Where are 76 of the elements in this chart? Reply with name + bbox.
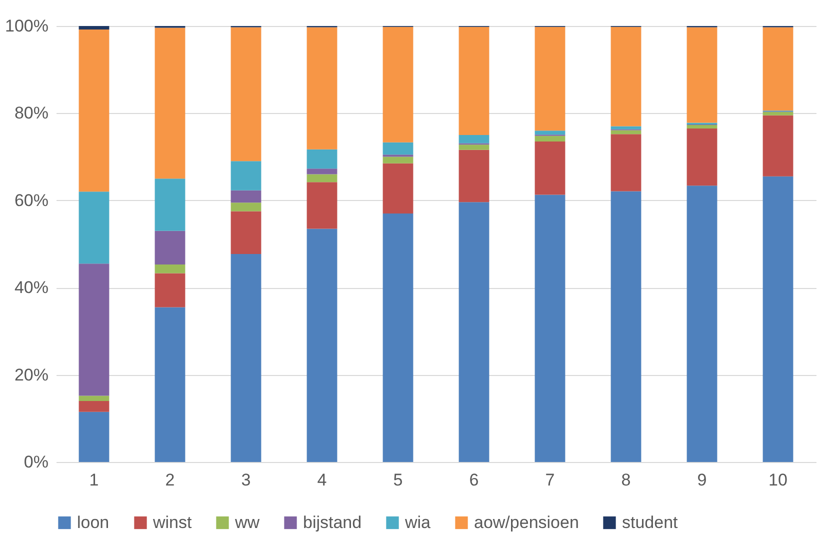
x-tick-label: 4 — [317, 470, 327, 490]
x-tick-label: 1 — [89, 470, 99, 490]
bar — [382, 163, 414, 214]
bar — [78, 264, 110, 396]
bar — [458, 135, 490, 144]
bar — [686, 128, 718, 186]
bar — [78, 400, 110, 412]
bar — [762, 112, 794, 116]
bar — [154, 273, 186, 308]
bar — [230, 211, 262, 254]
bar — [230, 27, 262, 162]
x-tick-label: 6 — [469, 470, 479, 490]
bar — [534, 142, 566, 195]
bar — [382, 26, 414, 142]
y-tick-label: 20% — [14, 365, 48, 384]
bar — [610, 134, 642, 192]
bar — [458, 150, 490, 202]
bar — [230, 190, 262, 203]
bar — [686, 186, 718, 462]
bar — [458, 26, 490, 135]
bar — [306, 149, 338, 169]
bar — [534, 130, 566, 135]
bar — [78, 26, 110, 30]
legend-label: student — [622, 512, 678, 532]
bar — [78, 412, 110, 462]
bar — [534, 26, 566, 131]
bar — [762, 115, 794, 176]
bar — [610, 130, 642, 134]
bar — [458, 144, 490, 150]
bar — [382, 156, 414, 164]
legend-label: bijstand — [303, 512, 362, 532]
bar — [230, 254, 262, 462]
bar — [382, 213, 414, 462]
bar — [154, 264, 186, 274]
bar — [78, 29, 110, 192]
bar — [306, 182, 338, 229]
bar — [306, 174, 338, 182]
bar — [78, 396, 110, 401]
bar — [762, 176, 794, 462]
x-tick-label: 10 — [768, 470, 788, 490]
bar — [230, 202, 262, 212]
bar — [306, 168, 338, 174]
bar — [154, 230, 186, 264]
legend-label: winst — [152, 512, 192, 532]
legend-label: loon — [77, 512, 110, 532]
x-tick-label: 3 — [241, 470, 251, 490]
bar — [762, 27, 794, 111]
bar — [610, 191, 642, 462]
legend-label: ww — [234, 512, 260, 532]
bar — [610, 26, 642, 126]
x-tick-label: 5 — [393, 470, 403, 490]
bar — [306, 228, 338, 462]
y-tick-label: 100% — [5, 16, 48, 36]
bar — [382, 142, 414, 155]
bar — [610, 126, 642, 130]
y-tick-label: 80% — [14, 104, 48, 123]
x-tick-label: 7 — [545, 470, 555, 490]
bar — [78, 192, 110, 264]
y-tick-label: 0% — [24, 452, 48, 472]
legend-label: wia — [404, 512, 432, 532]
bar — [230, 161, 262, 190]
legend-label: aow/pensioen — [474, 512, 579, 532]
bar — [686, 27, 718, 123]
bar — [306, 27, 338, 150]
bar — [154, 28, 186, 179]
x-tick-label: 2 — [165, 470, 175, 490]
x-tick-label: 9 — [697, 470, 707, 490]
x-tick-label: 8 — [621, 470, 631, 490]
bar — [154, 307, 186, 462]
y-tick-label: 40% — [14, 278, 48, 298]
bar — [686, 124, 718, 128]
y-tick-label: 60% — [14, 190, 48, 210]
bar — [458, 202, 490, 462]
bar — [534, 194, 566, 462]
bar — [154, 178, 186, 231]
bar — [534, 136, 566, 142]
